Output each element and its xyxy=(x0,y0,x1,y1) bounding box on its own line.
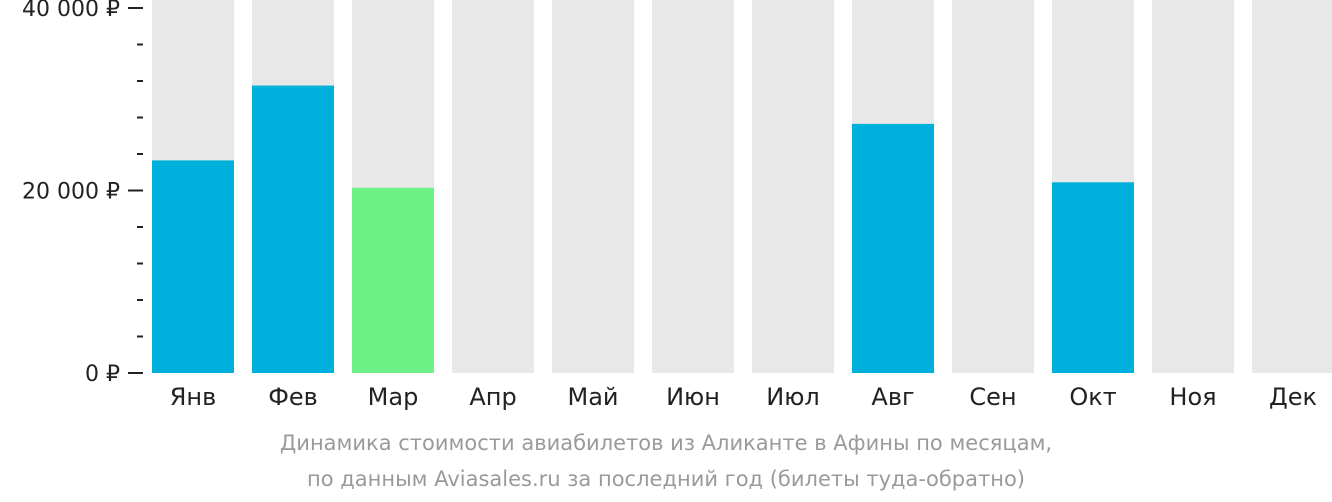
x-tick-label: Ноя xyxy=(1169,383,1216,411)
x-tick-label: Июн xyxy=(666,383,720,411)
x-tick-label: Мар xyxy=(368,383,419,411)
bar-2 xyxy=(252,85,334,373)
x-tick-label: Авг xyxy=(871,383,914,411)
background-column-12 xyxy=(1252,0,1332,373)
x-tick-label: Окт xyxy=(1069,383,1116,411)
y-tick-label: 0 ₽ xyxy=(85,362,120,387)
x-tick-label: Июл xyxy=(766,383,820,411)
bar-1 xyxy=(152,160,234,373)
background-column-5 xyxy=(552,0,634,373)
x-tick-label: Дек xyxy=(1269,383,1317,411)
x-tick-label: Фев xyxy=(268,383,318,411)
bar-8 xyxy=(852,123,934,373)
background-column-4 xyxy=(452,0,534,373)
price-bars xyxy=(152,85,1134,373)
y-tick-label: 40 000 ₽ xyxy=(22,0,120,22)
x-tick-label: Май xyxy=(567,383,618,411)
background-column-6 xyxy=(652,0,734,373)
chart-caption-line1: Динамика стоимости авиабилетов из Аликан… xyxy=(279,431,1053,455)
x-tick-label: Янв xyxy=(170,383,217,411)
x-tick-label: Сен xyxy=(969,383,1016,411)
x-axis-labels: Янв Фев Мар Апр Май Июн Июл Авг Сен Окт Ноя Дек xyxy=(170,383,1317,411)
y-axis: 40 000 ₽ 20 000 ₽ 0 ₽ xyxy=(22,0,143,387)
background-column-9 xyxy=(952,0,1034,373)
background-column-7 xyxy=(752,0,834,373)
x-tick-label: Апр xyxy=(469,383,516,411)
bar-3 xyxy=(352,187,434,373)
chart-caption-line2: по данным Aviasales.ru за последний год … xyxy=(307,467,1025,491)
bar-10 xyxy=(1052,182,1134,373)
background-column-11 xyxy=(1152,0,1234,373)
y-tick-label: 20 000 ₽ xyxy=(22,180,120,205)
